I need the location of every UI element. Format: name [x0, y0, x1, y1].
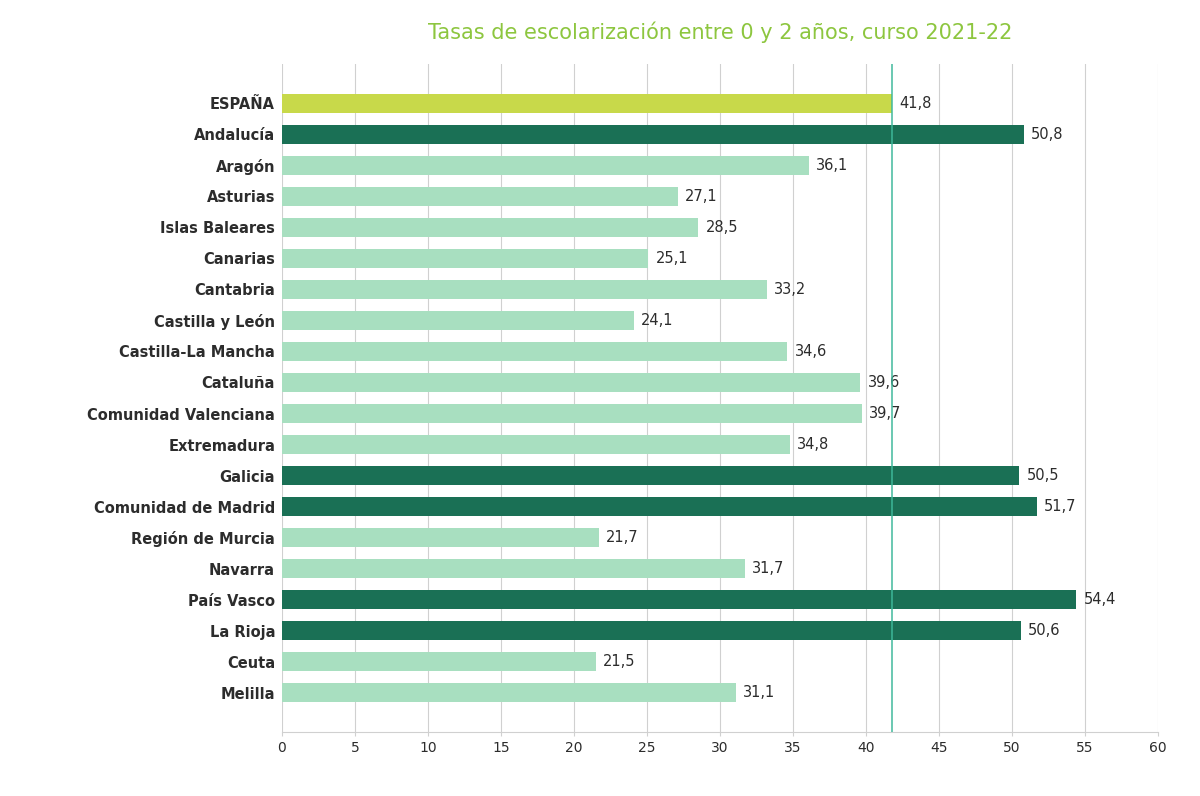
Text: 31,7: 31,7: [752, 561, 785, 576]
Bar: [282, 125, 1024, 144]
Text: 50,6: 50,6: [1028, 623, 1061, 638]
Bar: [282, 466, 1019, 485]
Text: 34,6: 34,6: [794, 344, 827, 359]
Bar: [282, 652, 596, 671]
Bar: [282, 94, 893, 113]
Bar: [282, 683, 736, 702]
Text: 34,8: 34,8: [797, 437, 829, 452]
Bar: [282, 311, 634, 330]
Text: 36,1: 36,1: [816, 158, 848, 173]
Text: 33,2: 33,2: [774, 282, 806, 297]
Text: 21,5: 21,5: [604, 654, 636, 669]
Text: 54,4: 54,4: [1084, 592, 1116, 607]
Text: 27,1: 27,1: [685, 189, 718, 204]
Text: 31,1: 31,1: [743, 685, 775, 700]
Text: 50,5: 50,5: [1026, 468, 1060, 483]
Bar: [282, 373, 860, 392]
Text: 24,1: 24,1: [641, 313, 673, 328]
Text: 41,8: 41,8: [900, 96, 932, 111]
Bar: [282, 404, 862, 423]
Text: 28,5: 28,5: [706, 220, 738, 235]
Bar: [282, 560, 745, 578]
Bar: [282, 591, 1076, 609]
Bar: [282, 156, 809, 174]
Bar: [282, 280, 767, 298]
Bar: [282, 218, 698, 236]
Bar: [282, 187, 678, 205]
Text: 39,6: 39,6: [868, 375, 900, 390]
Title: Tasas de escolarización entre 0 y 2 años, curso 2021-22: Tasas de escolarización entre 0 y 2 años…: [428, 21, 1012, 43]
Text: 51,7: 51,7: [1044, 499, 1076, 514]
Bar: [282, 435, 790, 454]
Bar: [282, 498, 1037, 516]
Bar: [282, 622, 1021, 640]
Text: 21,7: 21,7: [606, 530, 638, 545]
Text: 50,8: 50,8: [1031, 127, 1063, 142]
Text: 25,1: 25,1: [655, 251, 689, 266]
Text: 39,7: 39,7: [869, 406, 901, 421]
Bar: [282, 342, 787, 361]
Bar: [282, 249, 648, 267]
Bar: [282, 529, 599, 547]
